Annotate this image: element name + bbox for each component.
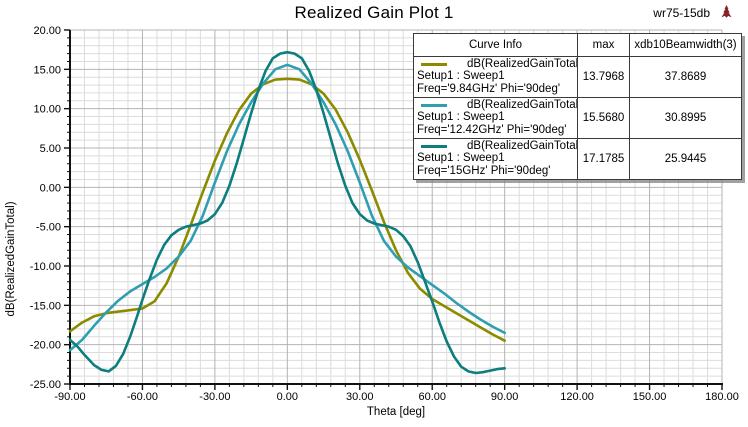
y-axis-title: dB(RealizedGainTotal) <box>5 201 17 316</box>
y-tick-label: -5.00 <box>36 222 61 234</box>
x-tick-label: 30.00 <box>346 391 374 403</box>
legend-curve-cell: dB(RealizedGainTotal) Setup1 : Sweep1 Freq… <box>413 138 578 180</box>
curve-variation: Freq='9.84GHz' Phi='90deg' <box>417 83 561 95</box>
legend-curve-cell: dB(RealizedGainTotal) Setup1 : Sweep1 Freq… <box>413 97 578 139</box>
legend-curve-cell: dB(RealizedGainTotal) Setup1 : Sweep1 Freq… <box>413 56 578 98</box>
curve-setup: Setup1 : Sweep1 <box>417 70 505 82</box>
ansoft-logo-icon <box>721 4 732 18</box>
curve-max-value: 13.7968 <box>577 56 630 98</box>
x-tick-label: 0.00 <box>277 391 298 403</box>
x-tick-label: -90.00 <box>54 391 85 403</box>
y-tick-label: 0.00 <box>40 182 61 194</box>
curve-color-swatch <box>421 103 447 107</box>
curve-setup: Setup1 : Sweep1 <box>417 111 505 123</box>
y-tick-label: -10.00 <box>30 261 61 273</box>
curve-beamwidth-value: 25.9445 <box>629 138 742 180</box>
page-title: Realized Gain Plot 1 <box>294 3 454 22</box>
x-tick-label: 180.00 <box>705 391 739 403</box>
x-tick-label: 150.00 <box>633 391 667 403</box>
curve-color-swatch <box>421 144 447 148</box>
x-tick-label: -30.00 <box>199 391 230 403</box>
curve-info-legend[interactable]: Curve Info max xdb10Beamwidth(3) dB(Real… <box>413 33 742 180</box>
curve-color-swatch <box>421 62 447 66</box>
y-tick-label: 15.00 <box>33 64 61 76</box>
curve-name: dB(RealizedGainTotal) <box>467 140 578 152</box>
y-tick-label: -20.00 <box>30 340 61 352</box>
x-tick-label: -60.00 <box>127 391 158 403</box>
curve-variation: Freq='12.42GHz' Phi='90deg' <box>417 124 567 136</box>
x-axis-title: Theta [deg] <box>367 406 425 418</box>
curve-series-1 <box>68 63 507 352</box>
curve-name: dB(RealizedGainTotal) <box>467 99 578 111</box>
y-tick-label: 5.00 <box>40 143 61 155</box>
curve-beamwidth-value: 37.8689 <box>629 56 742 98</box>
curve-name: dB(RealizedGainTotal) <box>467 58 578 70</box>
y-tick-label: 10.00 <box>33 104 61 116</box>
curve-beamwidth-value: 30.8995 <box>629 97 742 139</box>
x-tick-label: 60.00 <box>418 391 446 403</box>
y-tick-label: -25.00 <box>30 379 61 391</box>
curve-setup: Setup1 : Sweep1 <box>417 152 505 164</box>
project-name-label: wr75-15db <box>653 6 710 20</box>
curve-max-value: 15.5680 <box>577 97 630 139</box>
x-tick-label: 120.00 <box>560 391 594 403</box>
curve-series-2 <box>68 50 507 375</box>
legend-header-max: max <box>577 33 630 57</box>
legend-row-1[interactable]: dB(RealizedGainTotal) Setup1 : Sweep1 Freq… <box>413 97 742 139</box>
y-tick-label: 20.00 <box>33 25 61 37</box>
curve-variation: Freq='15GHz' Phi='90deg' <box>417 165 551 177</box>
x-tick-label: 90.00 <box>491 391 519 403</box>
curve-max-value: 17.1785 <box>577 138 630 180</box>
y-tick-label: -15.00 <box>30 300 61 312</box>
legend-header-beamwidth: xdb10Beamwidth(3) <box>629 33 742 57</box>
legend-header-row: Curve Info max xdb10Beamwidth(3) <box>413 33 742 57</box>
legend-row-0[interactable]: dB(RealizedGainTotal) Setup1 : Sweep1 Freq… <box>413 56 742 98</box>
legend-row-2[interactable]: dB(RealizedGainTotal) Setup1 : Sweep1 Freq… <box>413 138 742 180</box>
legend-header-curve-info: Curve Info <box>413 33 578 57</box>
